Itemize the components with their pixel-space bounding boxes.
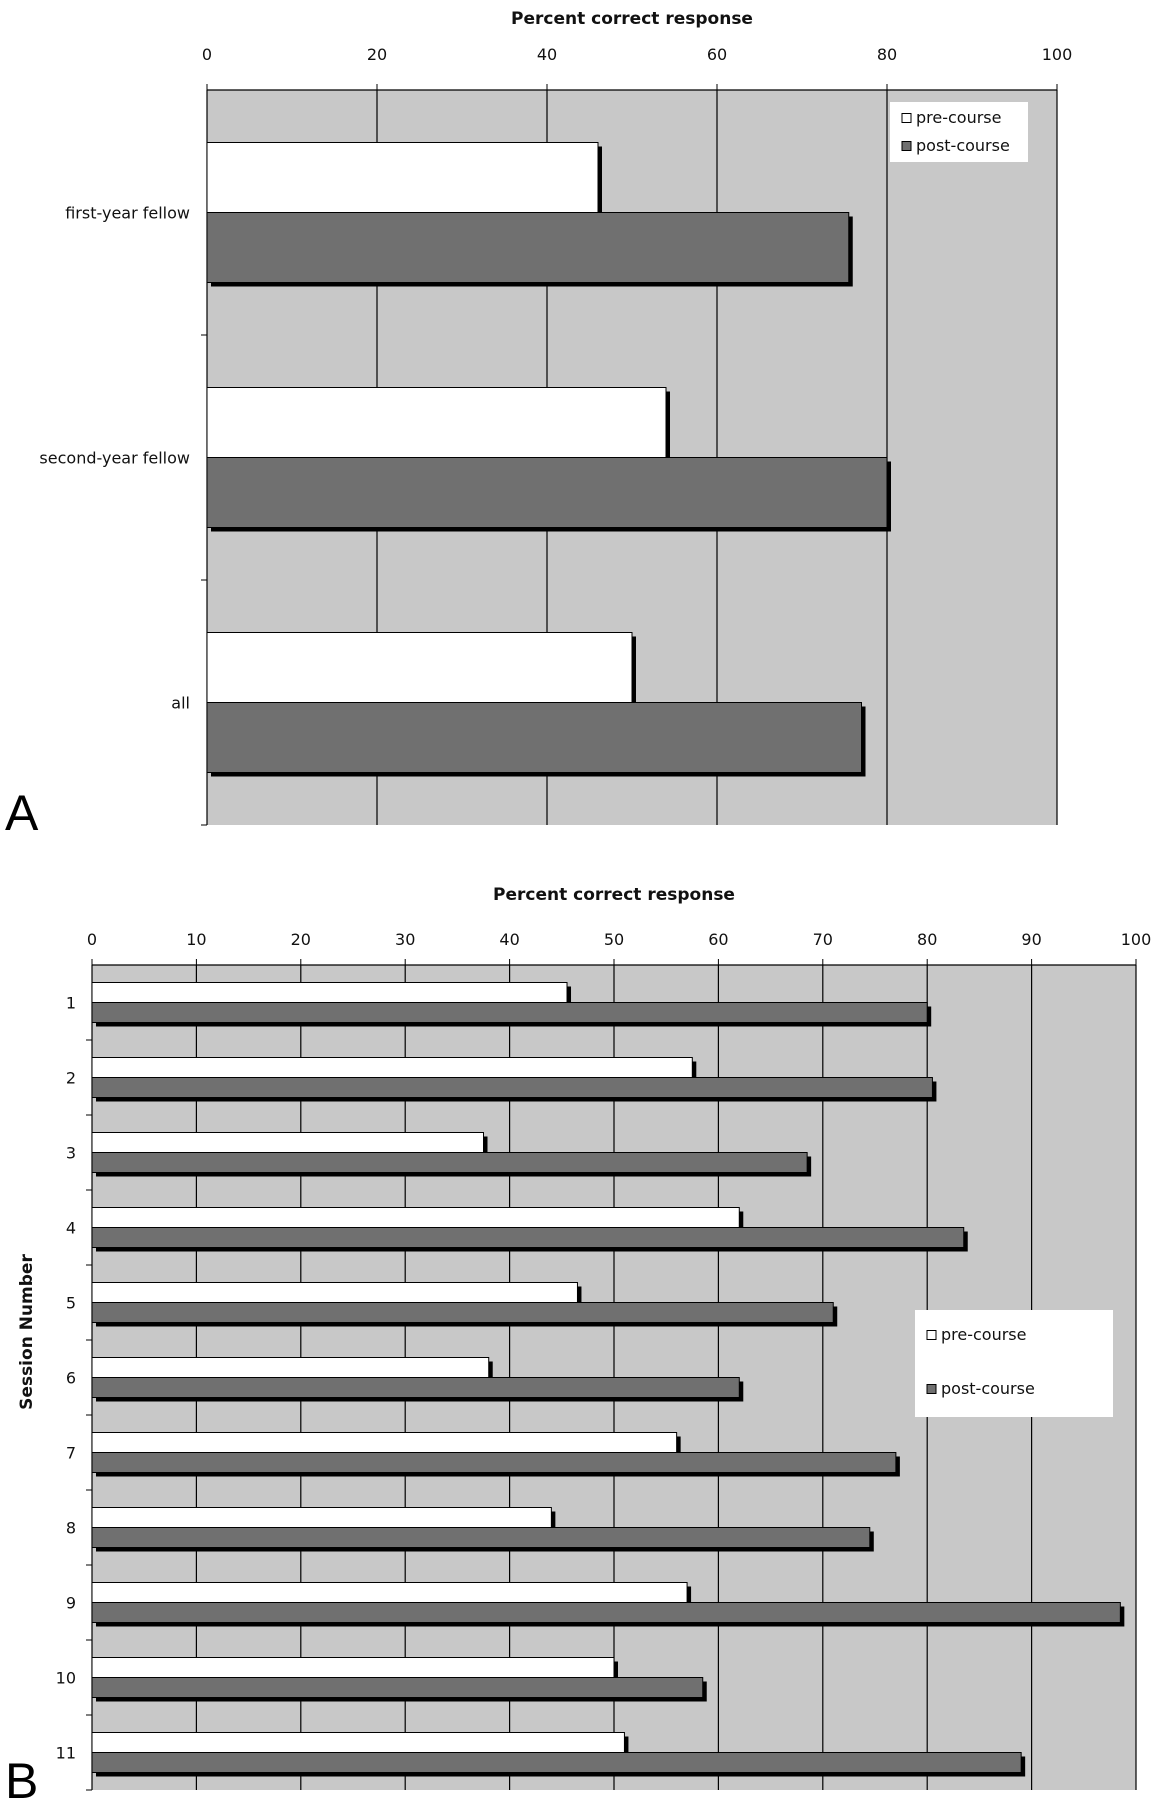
- legend-label: pre-course: [916, 108, 1001, 127]
- panel-label: A: [5, 785, 39, 841]
- x-tick-label: 60: [708, 930, 728, 949]
- bar-post-course-all: [206, 702, 862, 773]
- chart-panel-b: 0 10 20 30 40 50 60 70 80 90 100 Percent correct re…: [5, 885, 1151, 1800]
- category-label: 11: [56, 1744, 76, 1763]
- bar-post-course-2: [91, 1077, 933, 1098]
- bar-post-course-second-year-fellow: [206, 457, 888, 528]
- x-tick-label: 60: [707, 45, 727, 64]
- bar-pre-course-9: [91, 1582, 688, 1603]
- bar-post-course-1: [91, 1002, 928, 1023]
- category-label: 9: [66, 1594, 76, 1613]
- bar-post-course-7: [91, 1452, 897, 1473]
- legend-swatch: [926, 1384, 937, 1394]
- category-label: all: [171, 694, 190, 713]
- legend-swatch: [901, 141, 912, 151]
- bar-post-course-3: [91, 1152, 808, 1173]
- chart-panel-a: 0 20 40 60 80 100 Percent correct response firs…: [5, 9, 1072, 841]
- x-tick-label: 40: [537, 45, 557, 64]
- category-label: second-year fellow: [39, 449, 190, 468]
- x-tick-label: 90: [1021, 930, 1041, 949]
- legend-swatch: [926, 1330, 937, 1340]
- bar-pre-course-first-year-fellow: [206, 142, 599, 213]
- legend-label: post-course: [941, 1379, 1035, 1398]
- category-label: 1: [66, 994, 76, 1013]
- bar-pre-course-5: [91, 1282, 578, 1303]
- x-tick-label: 80: [917, 930, 937, 949]
- x-tick-label: 10: [186, 930, 206, 949]
- panel-label: B: [5, 1753, 38, 1800]
- legend-swatch: [901, 113, 912, 123]
- bar-pre-course-11: [91, 1732, 625, 1753]
- bar-post-course-10: [91, 1677, 704, 1698]
- bar-post-course-9: [91, 1602, 1121, 1623]
- x-tick-label: 50: [604, 930, 624, 949]
- category-label: 8: [66, 1519, 76, 1538]
- axis-title: Percent correct response: [511, 9, 753, 29]
- x-tick-label: 20: [291, 930, 311, 949]
- bar-post-course-5: [91, 1302, 834, 1323]
- legend-box: [915, 1310, 1113, 1417]
- category-label: 4: [66, 1219, 76, 1238]
- legend-label: post-course: [916, 136, 1010, 155]
- x-tick-label: 20: [367, 45, 387, 64]
- x-tick-label: 70: [813, 930, 833, 949]
- category-label: 10: [56, 1669, 76, 1688]
- bar-pre-course-7: [91, 1432, 678, 1453]
- bar-pre-course-3: [91, 1132, 484, 1153]
- bar-pre-course-4: [91, 1207, 740, 1228]
- bar-pre-course-1: [91, 982, 568, 1003]
- x-tick-label: 0: [202, 45, 212, 64]
- legend-box: [890, 102, 1028, 162]
- bar-pre-course-2: [91, 1057, 693, 1078]
- axis-title: Percent correct response: [493, 885, 735, 905]
- bar-pre-course-6: [91, 1357, 490, 1378]
- category-label: 5: [66, 1294, 76, 1313]
- x-tick-label: 0: [87, 930, 97, 949]
- bar-pre-course-second-year-fellow: [206, 387, 667, 458]
- category-label: 7: [66, 1444, 76, 1463]
- bar-pre-course-8: [91, 1507, 552, 1528]
- bar-post-course-11: [91, 1752, 1022, 1773]
- bar-post-course-6: [91, 1377, 740, 1398]
- bar-pre-course-all: [206, 632, 633, 703]
- bar-post-course-first-year-fellow: [206, 212, 850, 283]
- bar-pre-course-10: [91, 1657, 615, 1678]
- category-label: 3: [66, 1144, 76, 1163]
- bar-post-course-8: [91, 1527, 871, 1548]
- category-label: 2: [66, 1069, 76, 1088]
- category-label: first-year fellow: [65, 204, 190, 223]
- category-label: 6: [66, 1369, 76, 1388]
- y-axis-title: Session Number: [17, 1254, 37, 1410]
- legend-label: pre-course: [941, 1325, 1026, 1344]
- x-tick-label: 40: [499, 930, 519, 949]
- x-tick-label: 100: [1121, 930, 1152, 949]
- x-tick-label: 80: [877, 45, 897, 64]
- x-tick-label: 100: [1042, 45, 1073, 64]
- bar-post-course-4: [91, 1227, 965, 1248]
- x-tick-label: 30: [395, 930, 415, 949]
